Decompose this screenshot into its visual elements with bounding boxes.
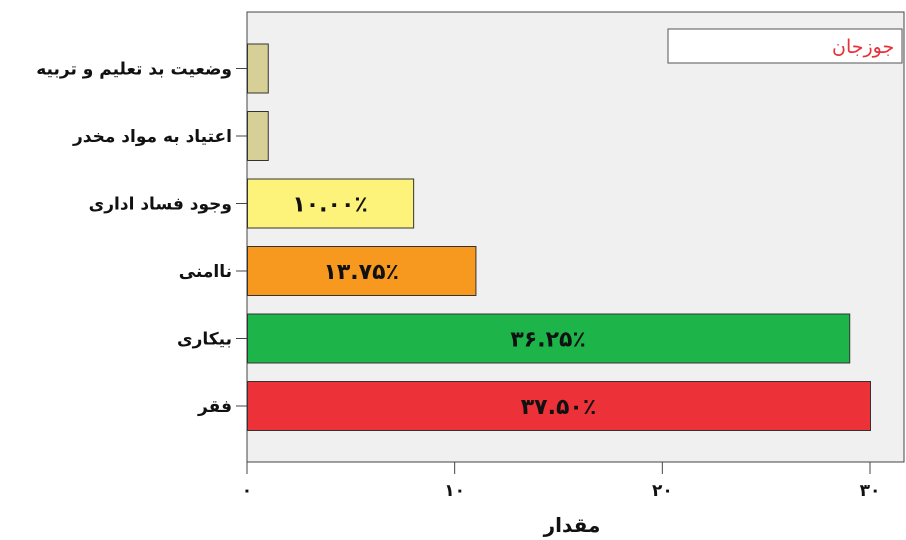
data-label: ۳۶.۲۵٪	[510, 328, 586, 353]
x-tick-label: ۰	[242, 481, 252, 501]
category-label: بیکاری	[177, 330, 232, 350]
bar	[247, 43, 269, 94]
legend: جوزجان	[667, 28, 903, 64]
legend-box	[667, 28, 903, 64]
category-label: فقر	[197, 397, 232, 417]
legend-entry: جوزجان	[832, 36, 894, 58]
bar	[247, 381, 871, 431]
category-label: ناامنی	[179, 262, 232, 282]
data-label: ۳۷.۵۰٪	[521, 395, 597, 420]
bar	[247, 313, 851, 364]
x-tick-label: ۳۰	[860, 481, 881, 501]
data-label: ۱۰.۰۰٪	[292, 193, 368, 218]
bar	[247, 246, 477, 296]
category-label: وضعیت بد تعلیم و تربیه	[36, 60, 232, 80]
bar	[247, 111, 269, 161]
x-axis: ۰ ۱۰ ۲۰ ۳۰	[236, 68, 881, 501]
data-label: ۱۳.۷۵٪	[323, 260, 399, 285]
bars-layer: ۱۰.۰۰٪ ۱۳.۷۵٪ ۳۶.۲۵٪ ۳۷.۵۰٪	[247, 43, 871, 431]
bar	[247, 178, 415, 229]
category-label: وجود فساد اداری	[89, 195, 232, 215]
category-labels-layer: وضعیت بد تعلیم و تربیه اعتیاد به مواد مخد…	[36, 60, 232, 418]
category-label: اعتیاد به مواد مخدر	[72, 127, 232, 147]
x-tick-label: ۱۰	[444, 481, 465, 501]
x-tick-label: ۲۰	[652, 481, 673, 501]
x-axis-title: مقدار	[543, 513, 601, 537]
